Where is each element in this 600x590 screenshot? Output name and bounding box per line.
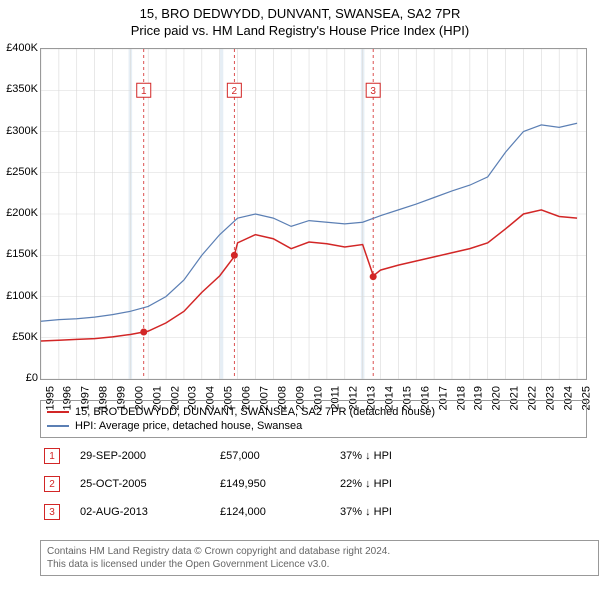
legend-swatch — [47, 411, 69, 413]
title-line-1: 15, BRO DEDWYDD, DUNVANT, SWANSEA, SA2 7… — [0, 6, 600, 23]
legend-item: 15, BRO DEDWYDD, DUNVANT, SWANSEA, SA2 7… — [41, 405, 586, 419]
transaction-date: 25-OCT-2005 — [80, 478, 220, 490]
transaction-price: £57,000 — [220, 450, 340, 462]
legend-label: HPI: Average price, detached house, Swan… — [75, 420, 302, 432]
transaction-hpi-delta: 37% ↓ HPI — [340, 450, 440, 462]
transaction-row: 1 29-SEP-2000£57,00037% ↓ HPI — [40, 442, 585, 470]
y-tick-label: £350K — [6, 83, 38, 95]
transaction-row: 2 25-OCT-2005£149,95022% ↓ HPI — [40, 470, 585, 498]
chart-plot-area: 1 2 3 — [40, 48, 587, 380]
transaction-marker-box: 3 — [44, 504, 60, 520]
transaction-marker-box: 1 — [44, 448, 60, 464]
y-tick-label: £50K — [12, 331, 38, 343]
y-tick-label: £200K — [6, 207, 38, 219]
legend-item: HPI: Average price, detached house, Swan… — [41, 419, 586, 433]
y-tick-label: £100K — [6, 290, 38, 302]
transaction-table: 129-SEP-2000£57,00037% ↓ HPI225-OCT-2005… — [40, 442, 585, 526]
svg-text:1: 1 — [141, 86, 147, 97]
svg-text:2: 2 — [232, 86, 238, 97]
transaction-date: 02-AUG-2013 — [80, 506, 220, 518]
legend-label: 15, BRO DEDWYDD, DUNVANT, SWANSEA, SA2 7… — [75, 406, 435, 418]
legend-swatch — [47, 425, 69, 427]
y-tick-label: £150K — [6, 248, 38, 260]
transaction-hpi-delta: 22% ↓ HPI — [340, 478, 440, 490]
y-tick-label: £250K — [6, 166, 38, 178]
footer-line-2: This data is licensed under the Open Gov… — [47, 558, 592, 571]
svg-text:3: 3 — [370, 86, 376, 97]
transaction-marker-box: 2 — [44, 476, 60, 492]
transaction-hpi-delta: 37% ↓ HPI — [340, 506, 440, 518]
transaction-price: £149,950 — [220, 478, 340, 490]
transaction-row: 3 02-AUG-2013£124,00037% ↓ HPI — [40, 498, 585, 526]
transaction-date: 29-SEP-2000 — [80, 450, 220, 462]
footer-line-1: Contains HM Land Registry data © Crown c… — [47, 545, 592, 558]
title-line-2: Price paid vs. HM Land Registry's House … — [0, 23, 600, 40]
transaction-price: £124,000 — [220, 506, 340, 518]
y-tick-label: £0 — [26, 372, 38, 384]
legend-box: 15, BRO DEDWYDD, DUNVANT, SWANSEA, SA2 7… — [40, 400, 587, 438]
chart-title: 15, BRO DEDWYDD, DUNVANT, SWANSEA, SA2 7… — [0, 0, 600, 40]
y-tick-label: £400K — [6, 42, 38, 54]
footer-attribution: Contains HM Land Registry data © Crown c… — [40, 540, 599, 576]
chart-svg: 1 2 3 — [41, 49, 586, 379]
y-tick-label: £300K — [6, 125, 38, 137]
